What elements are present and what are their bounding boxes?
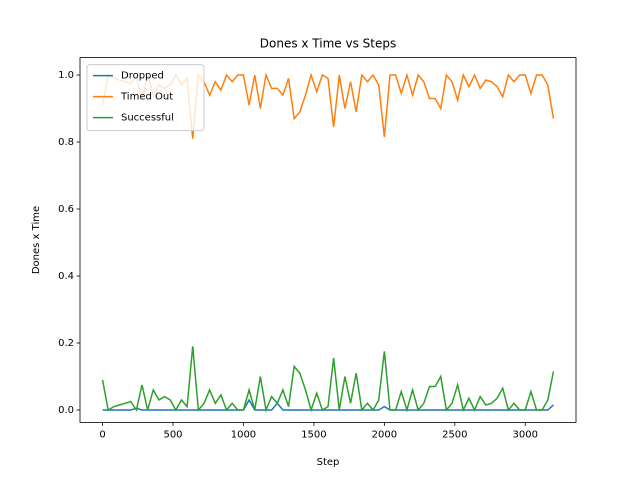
line-series: [101, 346, 555, 413]
legend-label: Timed Out: [120, 92, 173, 103]
x-tick-label: 3000: [513, 429, 538, 440]
y-axis-label: Dones x Time: [31, 206, 42, 274]
chart-title: Dones x Time vs Steps: [260, 37, 396, 51]
plot-frame: [79, 57, 577, 423]
legend-label: Successful: [121, 113, 174, 124]
x-axis-label: Step: [317, 457, 340, 468]
x-tick-label: 2000: [372, 429, 397, 440]
legend-box: [86, 64, 205, 132]
y-tick-label: 0.2: [58, 338, 74, 349]
x-tick-label: 2500: [442, 429, 467, 440]
x-tick-label: 1000: [231, 429, 256, 440]
x-tick-label: 1500: [301, 429, 326, 440]
x-tick-label: 500: [163, 429, 182, 440]
line-series: [102, 398, 554, 411]
y-tick-label: 1.0: [58, 70, 74, 81]
y-tick-label: 0.8: [58, 137, 74, 148]
y-tick-label: 0.0: [58, 405, 74, 416]
y-tick-label: 0.4: [58, 271, 74, 282]
legend-label: Dropped: [121, 71, 164, 82]
x-tick-label: 0: [99, 429, 105, 440]
y-tick-label: 0.6: [58, 204, 74, 215]
